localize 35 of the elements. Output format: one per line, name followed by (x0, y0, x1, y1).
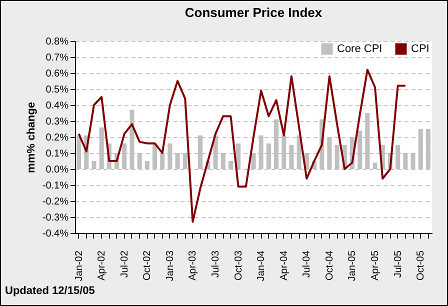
x-tick-label: Jul-05 (392, 250, 404, 278)
line-series (78, 68, 406, 223)
x-tick-label: Jan-03 (164, 250, 176, 282)
x-tick-label: Oct-02 (142, 250, 154, 281)
y-tick-label: 0.0% (46, 164, 69, 176)
x-tick-label: Apr-05 (370, 250, 382, 281)
y-tick-label: 0.5% (46, 84, 69, 96)
x-tick-label: Jul-04 (302, 250, 313, 278)
x-tick-label: Apr-03 (188, 250, 199, 281)
x-tick-label: Jan-05 (347, 250, 358, 282)
x-tick-label: Oct-05 (416, 250, 427, 281)
x-tick-label: Oct-04 (324, 250, 336, 281)
y-tick-label: 0.7% (46, 52, 69, 64)
x-tick-label: Jan-02 (74, 250, 85, 282)
y-tick-label: 0.8% (46, 36, 69, 48)
text: Updated 12/15/05 (5, 285, 95, 297)
y-tick-label: 0.6% (46, 68, 69, 80)
chart-title: Consumer Price Index (184, 5, 323, 20)
y-tick-label: 0.4% (46, 100, 69, 112)
y-tick-label: -0.4% (42, 228, 69, 240)
y-tick-label: 0.1% (46, 148, 69, 160)
y-tick-label: -0.3% (42, 212, 69, 224)
x-tick-label: Jul-03 (210, 250, 222, 278)
x-tick-label: Apr-02 (96, 250, 108, 281)
x-tick-label: Jan-04 (256, 250, 268, 282)
legend-label: CPI (411, 43, 430, 55)
y-tick-label: -0.1% (42, 180, 69, 192)
x-tick-label: Apr-04 (278, 250, 290, 281)
y-tick-label: -0.2% (42, 196, 69, 208)
y-tick-label: 0.2% (46, 132, 69, 144)
y-axis-title: mm% change (25, 102, 38, 173)
x-tick-label: Jul-02 (119, 250, 130, 278)
legend-label: Core CPI (337, 43, 382, 55)
x-tick-label: Oct-03 (233, 250, 244, 281)
y-tick-label: 0.3% (46, 116, 69, 128)
